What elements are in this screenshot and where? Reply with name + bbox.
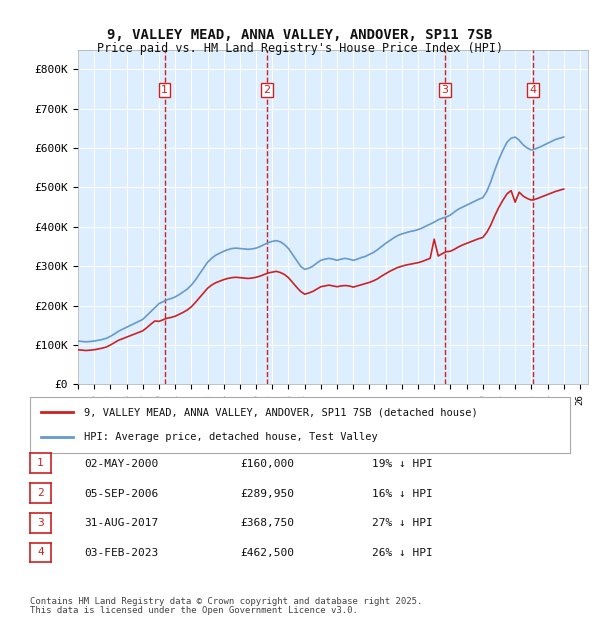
Text: This data is licensed under the Open Government Licence v3.0.: This data is licensed under the Open Gov… [30,606,358,615]
Text: 05-SEP-2006: 05-SEP-2006 [84,489,158,498]
Text: 16% ↓ HPI: 16% ↓ HPI [372,489,433,498]
Text: 1: 1 [37,458,44,468]
Text: £462,500: £462,500 [240,548,294,558]
Text: 03-FEB-2023: 03-FEB-2023 [84,548,158,558]
Text: 19% ↓ HPI: 19% ↓ HPI [372,459,433,469]
Text: £160,000: £160,000 [240,459,294,469]
Text: 2: 2 [263,85,271,95]
Text: 9, VALLEY MEAD, ANNA VALLEY, ANDOVER, SP11 7SB (detached house): 9, VALLEY MEAD, ANNA VALLEY, ANDOVER, SP… [84,407,478,417]
Text: 1: 1 [161,85,168,95]
Text: HPI: Average price, detached house, Test Valley: HPI: Average price, detached house, Test… [84,432,378,442]
Text: Contains HM Land Registry data © Crown copyright and database right 2025.: Contains HM Land Registry data © Crown c… [30,597,422,606]
Text: 2: 2 [37,488,44,498]
Text: Price paid vs. HM Land Registry's House Price Index (HPI): Price paid vs. HM Land Registry's House … [97,42,503,55]
Text: 26% ↓ HPI: 26% ↓ HPI [372,548,433,558]
Text: £289,950: £289,950 [240,489,294,498]
Text: 9, VALLEY MEAD, ANNA VALLEY, ANDOVER, SP11 7SB: 9, VALLEY MEAD, ANNA VALLEY, ANDOVER, SP… [107,28,493,42]
Text: 02-MAY-2000: 02-MAY-2000 [84,459,158,469]
Text: £368,750: £368,750 [240,518,294,528]
Text: 3: 3 [442,85,448,95]
Text: 4: 4 [529,85,536,95]
Text: 4: 4 [37,547,44,557]
Text: 3: 3 [37,518,44,528]
Text: 31-AUG-2017: 31-AUG-2017 [84,518,158,528]
Text: 27% ↓ HPI: 27% ↓ HPI [372,518,433,528]
